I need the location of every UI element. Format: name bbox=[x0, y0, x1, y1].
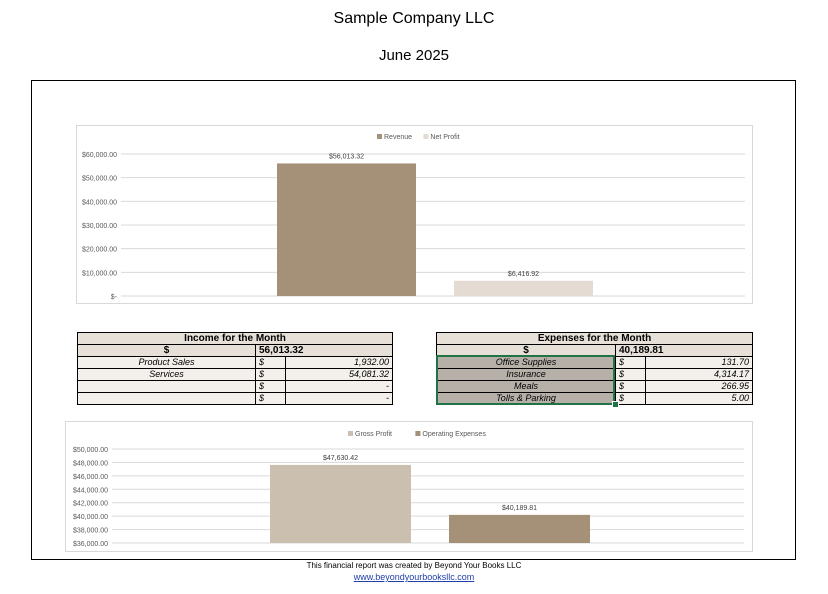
profit-expenses-chart-svg: $36,000.00 $38,000.00 $40,000.00 $42,000.00… bbox=[73, 431, 744, 548]
footer-link[interactable]: www.beyondyourbooksllc.com bbox=[353, 572, 475, 582]
y-tick-label: $- bbox=[111, 294, 118, 301]
expense-currency[interactable]: $ bbox=[615, 368, 646, 381]
income-currency[interactable]: $ bbox=[255, 356, 286, 369]
y-tick-label: $30,000.00 bbox=[82, 223, 117, 230]
revenue-profit-chart[interactable]: $- $10,000.00 $20,000.00 $30,000.00 $40,000.… bbox=[76, 125, 753, 304]
expense-currency[interactable]: $ bbox=[615, 380, 646, 393]
table-row: Insurance $ 4,314.17 bbox=[436, 368, 754, 381]
income-amount[interactable]: 1,932.00 bbox=[284, 356, 394, 369]
table-row: Meals $ 266.95 bbox=[436, 380, 754, 393]
expense-label[interactable]: Meals bbox=[436, 380, 616, 393]
y-tick-label: $44,000.00 bbox=[73, 487, 108, 494]
bar[interactable] bbox=[449, 514, 590, 543]
y-tick-label: $10,000.00 bbox=[82, 270, 117, 277]
y-tick-label: $42,000.00 bbox=[73, 501, 108, 508]
fill-handle[interactable] bbox=[612, 401, 619, 408]
income-total: 56,013.32 bbox=[254, 344, 394, 357]
legend-swatch bbox=[377, 134, 382, 139]
y-tick-label: $60,000.00 bbox=[82, 152, 117, 159]
y-tick-label: $20,000.00 bbox=[82, 247, 117, 254]
income-currency[interactable]: $ bbox=[255, 368, 286, 381]
table-row: Product Sales $ 1,932.00 bbox=[77, 356, 394, 369]
table-row: $ - bbox=[77, 392, 394, 405]
profit-expenses-chart[interactable]: $36,000.00 $38,000.00 $40,000.00 $42,000.00… bbox=[65, 421, 753, 552]
y-tick-label: $40,000.00 bbox=[73, 514, 108, 521]
expense-amount[interactable]: 131.70 bbox=[644, 356, 754, 369]
expenses-total-currency: $ bbox=[436, 344, 616, 357]
data-label: $56,013.32 bbox=[329, 153, 364, 160]
legend-label: Revenue bbox=[384, 134, 412, 141]
income-title: Income for the Month bbox=[76, 332, 394, 345]
legend-swatch bbox=[415, 431, 421, 436]
income-total-currency: $ bbox=[77, 344, 256, 357]
data-label: $6,416.92 bbox=[508, 271, 539, 278]
bar[interactable] bbox=[277, 163, 416, 296]
report-frame bbox=[31, 80, 796, 560]
table-row: $ - bbox=[77, 380, 394, 393]
expense-label[interactable]: Office Supplies bbox=[436, 356, 616, 369]
expenses-total: 40,189.81 bbox=[614, 344, 754, 357]
income-label[interactable] bbox=[77, 392, 256, 405]
data-label: $47,630.42 bbox=[323, 455, 358, 462]
expenses-table: Expenses for the Month $ 40,189.81 Offic… bbox=[435, 332, 754, 405]
income-label[interactable]: Services bbox=[77, 368, 256, 381]
legend-label: Gross Profit bbox=[355, 431, 392, 438]
expense-label[interactable]: Tolls & Parking bbox=[436, 392, 616, 405]
table-row: Services $ 54,081.32 bbox=[77, 368, 394, 381]
income-amount[interactable]: - bbox=[284, 392, 394, 405]
expense-label[interactable]: Insurance bbox=[436, 368, 616, 381]
y-tick-label: $38,000.00 bbox=[73, 528, 108, 535]
legend-label: Net Profit bbox=[430, 134, 459, 141]
y-tick-label: $46,000.00 bbox=[73, 474, 108, 481]
expense-currency[interactable]: $ bbox=[615, 392, 646, 405]
table-row: Tolls & Parking $ 5.00 bbox=[436, 392, 754, 405]
footer-credit: This financial report was created by Bey… bbox=[306, 561, 522, 570]
legend-swatch bbox=[348, 431, 353, 436]
y-tick-label: $40,000.00 bbox=[82, 199, 117, 206]
income-label[interactable]: Product Sales bbox=[77, 356, 256, 369]
income-currency[interactable]: $ bbox=[255, 380, 286, 393]
income-table: Income for the Month $ 56,013.32 Product… bbox=[76, 332, 394, 405]
income-currency[interactable]: $ bbox=[255, 392, 286, 405]
report-period: June 2025 bbox=[378, 47, 450, 64]
y-tick-label: $50,000.00 bbox=[73, 447, 108, 454]
expense-amount[interactable]: 266.95 bbox=[644, 380, 754, 393]
expenses-title: Expenses for the Month bbox=[435, 332, 754, 345]
bar[interactable] bbox=[270, 464, 411, 543]
income-amount[interactable]: - bbox=[284, 380, 394, 393]
legend-swatch bbox=[423, 134, 429, 139]
expense-amount[interactable]: 5.00 bbox=[644, 392, 754, 405]
revenue-profit-chart-svg: $- $10,000.00 $20,000.00 $30,000.00 $40,000.… bbox=[82, 134, 745, 301]
data-label: $40,189.81 bbox=[502, 505, 537, 512]
y-tick-label: $36,000.00 bbox=[73, 541, 108, 548]
company-title: Sample Company LLC bbox=[333, 10, 495, 27]
legend-label: Operating Expenses bbox=[422, 431, 486, 438]
bar[interactable] bbox=[454, 280, 593, 296]
y-tick-label: $50,000.00 bbox=[82, 176, 117, 183]
expense-currency[interactable]: $ bbox=[615, 356, 646, 369]
expense-amount[interactable]: 4,314.17 bbox=[644, 368, 754, 381]
income-amount[interactable]: 54,081.32 bbox=[284, 368, 394, 381]
income-label[interactable] bbox=[77, 380, 256, 393]
y-tick-label: $48,000.00 bbox=[73, 460, 108, 467]
table-row: Office Supplies $ 131.70 bbox=[436, 356, 754, 369]
